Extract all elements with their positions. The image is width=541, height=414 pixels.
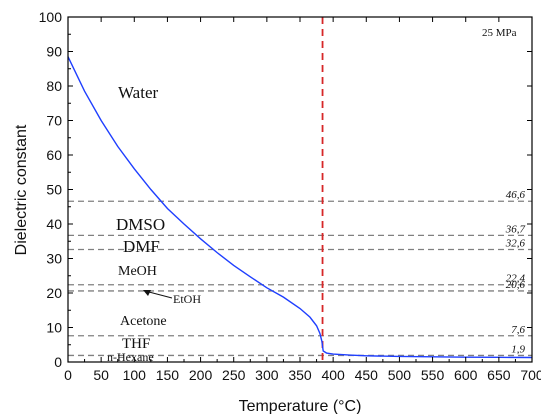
reference-value-label: 1,9 [511,343,525,355]
x-tick-label: 400 [321,367,345,383]
label-dmf: DMF [123,237,160,256]
x-tick-label: 300 [255,367,279,383]
x-tick-label: 550 [421,367,445,383]
label-dmso: DMSO [116,215,165,234]
y-tick-label: 80 [46,78,62,94]
x-tick-label: 600 [454,367,478,383]
y-tick-label: 20 [46,285,62,301]
x-tick-label: 0 [64,367,72,383]
label-meoh: MeOH [118,264,157,279]
x-tick-label: 350 [288,367,312,383]
x-tick-label: 150 [156,367,180,383]
x-tick-label: 250 [222,367,246,383]
y-tick-label: 90 [46,44,62,60]
x-tick-label: 700 [520,367,541,383]
etoh-arrow [143,290,173,299]
x-tick-label: 650 [487,367,511,383]
pressure-annotation: 25 MPa [482,27,517,39]
y-tick-label: 30 [46,251,62,267]
y-tick-label: 50 [46,182,62,198]
y-tick-label: 60 [46,147,62,163]
x-tick-label: 100 [123,367,147,383]
label-water: Water [118,83,158,102]
label-thf: THF [122,336,150,352]
reference-value-label: 22,4 [506,273,526,285]
y-tick-label: 0 [54,354,62,370]
series-line-water [67,56,533,359]
x-tick-label: 50 [93,367,109,383]
x-tick-label: 500 [388,367,412,383]
x-axis-title: Temperature (°C) [239,398,362,414]
reference-value-label: 36,7 [505,223,526,235]
y-axis-title: Dielectric constant [13,124,30,255]
y-tick-label: 40 [46,216,62,232]
reference-value-label: 32,6 [505,238,526,250]
x-tick-label: 450 [355,367,379,383]
plot-frame [67,16,533,363]
y-tick-label: 10 [46,320,62,336]
label-acetone: Acetone [120,314,167,329]
y-tick-label: 70 [46,113,62,129]
reference-value-label: 7,6 [511,324,525,336]
label-n-hexane: n-Hexane [107,350,154,364]
x-tick-label: 200 [189,367,213,383]
y-tick-label: 100 [39,9,63,25]
reference-value-label: 20,6 [506,279,526,291]
reference-value-label: 46,6 [506,189,526,201]
label-etoh: EtOH [173,292,201,306]
